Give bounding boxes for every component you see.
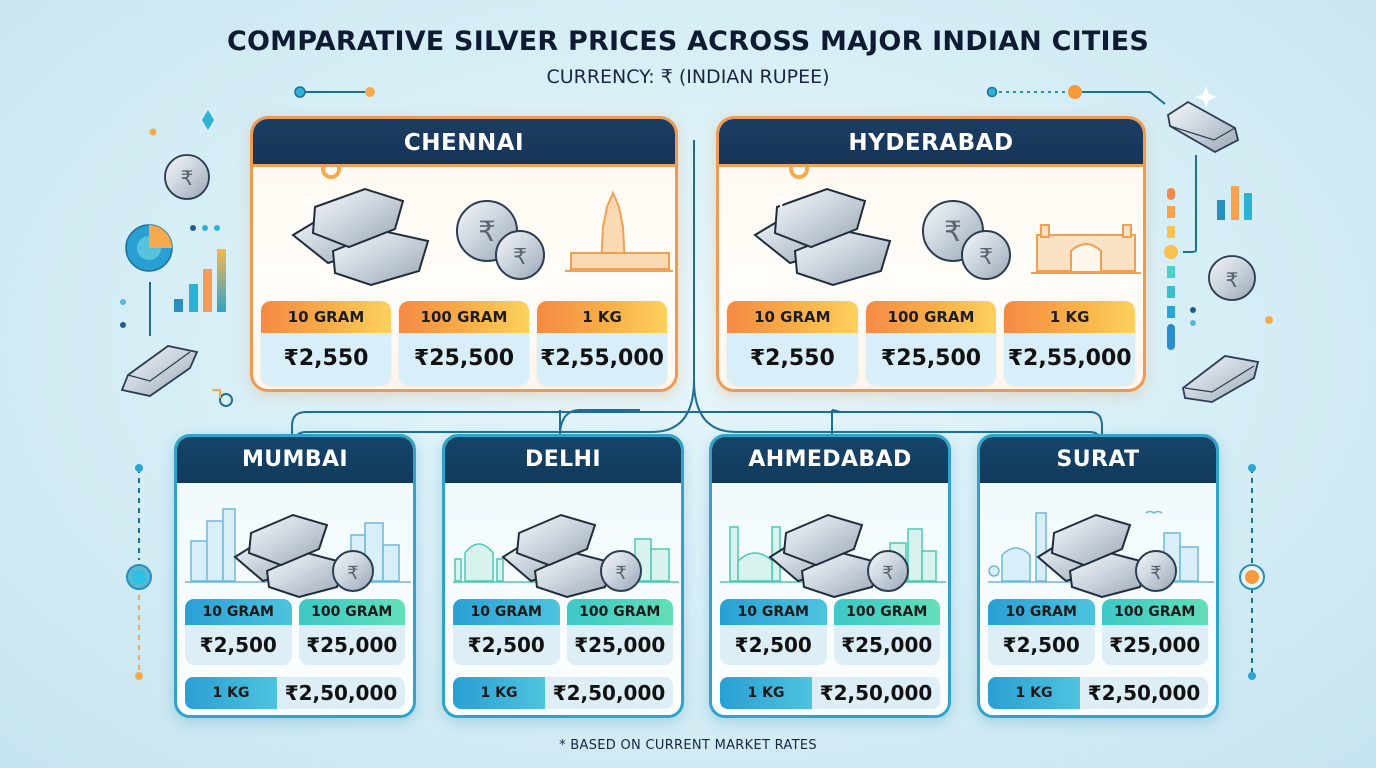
- price-row: 10 GRAM ₹2,550 100 GRAM ₹25,500 1 KG ₹2,…: [261, 301, 667, 385]
- currency-subtitle: CURRENCY: ₹ (INDIAN RUPEE): [546, 66, 830, 88]
- rupee-coin-icon-right: ₹: [1208, 255, 1256, 301]
- city-card-surat: SURAT ₹ 10 GRAM ₹2,500: [977, 434, 1219, 718]
- svg-text:₹: ₹: [513, 245, 527, 270]
- card-illustration: ₹: [712, 483, 948, 599]
- price-1-kg: 1 KG ₹2,50,000: [988, 677, 1208, 709]
- bar-chart-icon-right: [1217, 186, 1252, 220]
- price-10-gram: 10 GRAM ₹2,500: [185, 599, 292, 665]
- silver-bars-icon: [291, 187, 430, 287]
- price-1-kg: 1 KG ₹2,50,000: [453, 677, 673, 709]
- price-row: 10 GRAM ₹2,500 100 GRAM ₹25,000: [988, 599, 1208, 665]
- price-1-kg: 1 KG ₹2,55,000: [537, 301, 667, 385]
- pie-chart-icon: [125, 224, 173, 272]
- city-card-hyderabad: HYDERABAD ₹ ₹ 10: [716, 116, 1146, 392]
- price-1-kg: 1 KG ₹2,50,000: [720, 677, 940, 709]
- price-10-gram: 10 GRAM ₹2,550: [261, 301, 391, 385]
- price-row: 10 GRAM ₹2,500 100 GRAM ₹25,000: [720, 599, 940, 665]
- card-illustration: ₹ ₹: [719, 167, 1143, 295]
- price-100-gram: 100 GRAM ₹25,000: [1101, 599, 1208, 665]
- price-10-gram: 10 GRAM ₹2,500: [720, 599, 827, 665]
- city-name: MUMBAI: [177, 437, 413, 483]
- gateway-icon: [1031, 224, 1141, 274]
- rupee-coin-icon: ₹: [1135, 550, 1177, 592]
- connector-top-left: [294, 86, 375, 98]
- price-100-gram: 100 GRAM ₹25,000: [833, 599, 940, 665]
- svg-text:₹: ₹: [181, 166, 194, 190]
- silver-bars-icon: [233, 513, 347, 599]
- silver-bar-icon-right-top: [1167, 100, 1240, 154]
- silver-bars-icon: [501, 513, 615, 599]
- rupee-coin-icon: ₹: [600, 550, 642, 592]
- silver-bar-icon-right-bottom: [1182, 355, 1260, 403]
- silver-bars-icon: [768, 513, 882, 599]
- svg-text:₹: ₹: [347, 563, 358, 584]
- city-card-delhi: DELHI ₹ 10 GRAM ₹2,500 100 GRAM: [442, 434, 684, 718]
- city-name: SURAT: [980, 437, 1216, 483]
- svg-text:₹: ₹: [1226, 268, 1239, 292]
- temple-icon: [565, 190, 673, 272]
- city-card-chennai: CHENNAI ₹ ₹ 10 GRAM: [250, 116, 678, 392]
- price-100-gram: 100 GRAM ₹25,000: [566, 599, 673, 665]
- city-name: CHENNAI: [253, 119, 675, 167]
- svg-text:₹: ₹: [478, 215, 496, 248]
- sparkle-diamond-icon: [202, 110, 214, 130]
- timeline-right: [1239, 464, 1265, 680]
- connector-top-right: [986, 85, 1166, 105]
- price-row: 10 GRAM ₹2,500 100 GRAM ₹25,000: [453, 599, 673, 665]
- silver-bars-icon: [1036, 513, 1150, 599]
- card-illustration: ₹ ₹: [253, 167, 675, 295]
- city-name: AHMEDABAD: [712, 437, 948, 483]
- price-100-gram: 100 GRAM ₹25,000: [298, 599, 405, 665]
- silver-bars-icon: [753, 187, 892, 287]
- page-title: COMPARATIVE SILVER PRICES ACROSS MAJOR I…: [227, 26, 1149, 57]
- price-row: 10 GRAM ₹2,550 100 GRAM ₹25,500 1 KG ₹2,…: [727, 301, 1136, 385]
- bar-chart-icon-left: [174, 249, 226, 312]
- price-10-gram: 10 GRAM ₹2,550: [727, 301, 858, 385]
- card-illustration: ₹: [177, 483, 413, 599]
- card-illustration: ₹: [980, 483, 1216, 599]
- rupee-coins-icon: ₹ ₹: [456, 200, 545, 280]
- progress-indicator-icon: [1164, 188, 1178, 350]
- price-1-kg: 1 KG ₹2,50,000: [185, 677, 405, 709]
- footnote: * BASED ON CURRENT MARKET RATES: [559, 738, 817, 753]
- svg-text:₹: ₹: [1150, 563, 1161, 584]
- price-10-gram: 10 GRAM ₹2,500: [453, 599, 560, 665]
- rupee-coin-icon-left: ₹: [164, 154, 210, 200]
- svg-text:₹: ₹: [944, 215, 962, 248]
- svg-text:₹: ₹: [979, 245, 993, 270]
- price-1-kg: 1 KG ₹2,55,000: [1004, 301, 1136, 385]
- price-row: 10 GRAM ₹2,500 100 GRAM ₹25,000: [185, 599, 405, 665]
- price-100-gram: 100 GRAM ₹25,500: [399, 301, 529, 385]
- timeline-left: [126, 464, 152, 680]
- silver-bar-icon-left: [120, 345, 199, 397]
- rupee-coin-icon: ₹: [867, 550, 909, 592]
- price-10-gram: 10 GRAM ₹2,500: [988, 599, 1095, 665]
- price-100-gram: 100 GRAM ₹25,500: [865, 301, 997, 385]
- rupee-coin-icon: ₹: [332, 550, 374, 592]
- card-illustration: ₹: [445, 483, 681, 599]
- svg-text:₹: ₹: [615, 563, 626, 584]
- svg-text:₹: ₹: [882, 563, 893, 584]
- rupee-coins-icon: ₹ ₹: [922, 200, 1011, 280]
- city-card-ahmedabad: AHMEDABAD ₹ 10 GRAM ₹2,500: [709, 434, 951, 718]
- city-name: HYDERABAD: [719, 119, 1143, 167]
- city-card-mumbai: MUMBAI ₹ 10 GRAM ₹2,500 100 GRAM: [174, 434, 416, 718]
- city-name: DELHI: [445, 437, 681, 483]
